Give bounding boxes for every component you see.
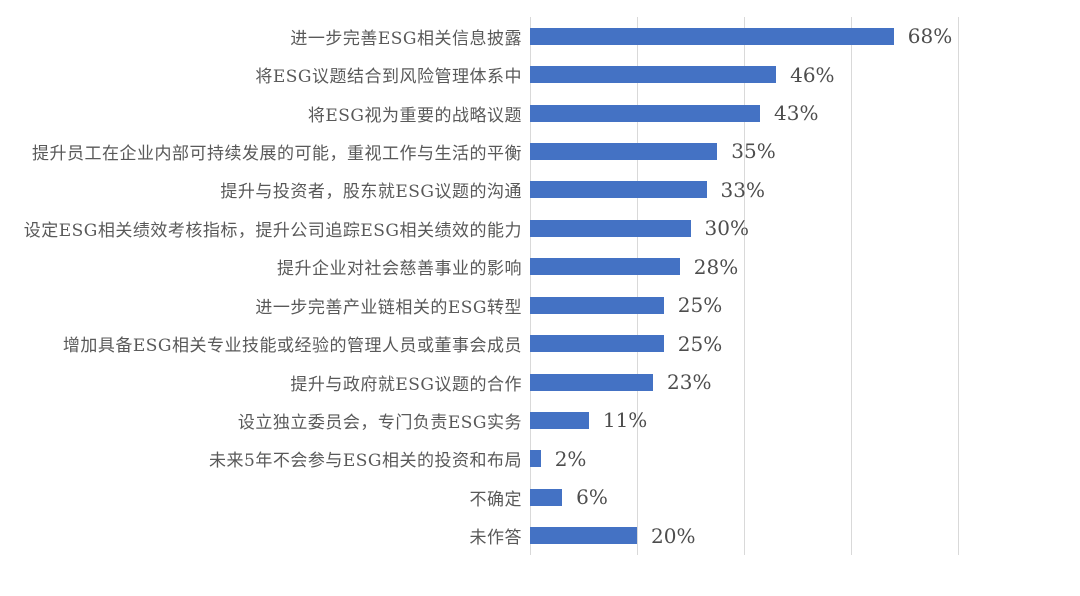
bar bbox=[530, 335, 664, 353]
chart-row: 不确定 6% bbox=[0, 478, 1080, 516]
category-label: 不确定 bbox=[469, 489, 522, 510]
bar bbox=[530, 66, 777, 84]
value-label: 35% bbox=[731, 139, 776, 164]
category-label: 提升企业对社会慈善事业的影响 bbox=[277, 259, 522, 280]
value-label: 23% bbox=[667, 370, 712, 394]
gridline-20-percent bbox=[637, 17, 638, 555]
bar bbox=[530, 411, 589, 429]
chart-rows: 进一步完善ESG相关信息披露 68% 将ESG议题结合到风险管理体系中 46% 将ESG… bbox=[0, 17, 1080, 555]
bar bbox=[530, 258, 680, 276]
chart-row: 设定ESG相关绩效考核指标，提升公司追踪ESG相关绩效的能力 30% bbox=[0, 209, 1080, 247]
value-label: 2% bbox=[554, 446, 587, 471]
category-label: 未来5年不会参与ESG相关的投资和布局 bbox=[209, 451, 522, 472]
category-label: 增加具备ESG相关专业技能或经验的管理人员或董事会成员 bbox=[62, 336, 522, 357]
bar-cell: 6% bbox=[530, 478, 1080, 516]
category-label: 设定ESG相关绩效考核指标，提升公司追踪ESG相关绩效的能力 bbox=[23, 220, 522, 241]
chart-row: 进一步完善ESG相关信息披露 68% bbox=[0, 17, 1080, 55]
bar-cell: 30% bbox=[530, 209, 1080, 247]
value-label: 20% bbox=[651, 523, 696, 548]
chart-row: 将ESG议题结合到风险管理体系中 46% bbox=[0, 55, 1080, 93]
gridline-60-percent bbox=[851, 17, 852, 555]
category-label: 将ESG视为重要的战略议题 bbox=[307, 105, 522, 126]
category-label: 将ESG议题结合到风险管理体系中 bbox=[255, 67, 522, 88]
gridline-80-percent bbox=[958, 17, 959, 555]
bar-cell: 23% bbox=[530, 363, 1080, 401]
value-label: 30% bbox=[704, 216, 749, 241]
chart-row: 进一步完善产业链相关的ESG转型 25% bbox=[0, 286, 1080, 324]
category-label: 进一步完善ESG相关信息披露 bbox=[290, 28, 522, 49]
bar-cell: 35% bbox=[530, 132, 1080, 170]
chart-row: 未作答 20% bbox=[0, 516, 1080, 554]
bar bbox=[530, 373, 654, 391]
value-label: 46% bbox=[790, 62, 835, 87]
bar-cell: 20% bbox=[530, 516, 1080, 554]
chart-row: 将ESG视为重要的战略议题 43% bbox=[0, 94, 1080, 132]
value-label: 68% bbox=[907, 24, 953, 49]
chart-row: 提升与投资者，股东就ESG议题的沟通 33% bbox=[0, 171, 1080, 209]
bar bbox=[530, 527, 637, 545]
bar bbox=[530, 450, 541, 468]
value-label: 11% bbox=[602, 408, 648, 433]
gridline-40-percent bbox=[744, 17, 745, 555]
bar bbox=[530, 142, 718, 160]
bar-cell: 68% bbox=[530, 17, 1080, 55]
chart-row: 设立独立委员会，专门负责ESG实务 11% bbox=[0, 401, 1080, 439]
chart-row: 提升企业对社会慈善事业的影响 28% bbox=[0, 248, 1080, 286]
value-label: 25% bbox=[677, 293, 723, 318]
plot-area-gridlines bbox=[530, 17, 959, 555]
y-axis-line bbox=[530, 17, 531, 555]
category-label: 进一步完善产业链相关的ESG转型 bbox=[255, 297, 522, 318]
bar bbox=[530, 181, 707, 199]
bar-cell: 33% bbox=[530, 171, 1080, 209]
value-label: 6% bbox=[576, 485, 608, 510]
bar-cell: 25% bbox=[530, 286, 1080, 324]
bar bbox=[530, 219, 691, 237]
value-label: 43% bbox=[774, 101, 819, 126]
bar-cell: 11% bbox=[530, 401, 1080, 439]
chart-row: 增加具备ESG相关专业技能或经验的管理人员或董事会成员 25% bbox=[0, 324, 1080, 362]
bar-cell: 46% bbox=[530, 55, 1080, 93]
value-label: 33% bbox=[720, 177, 765, 202]
category-label: 未作答 bbox=[469, 528, 522, 549]
bar-cell: 2% bbox=[530, 440, 1080, 478]
value-label: 28% bbox=[693, 254, 739, 279]
bar bbox=[530, 104, 761, 122]
bar-cell: 43% bbox=[530, 94, 1080, 132]
category-label: 提升与政府就ESG议题的合作 bbox=[290, 374, 522, 395]
bar bbox=[530, 27, 894, 45]
chart-row: 提升与政府就ESG议题的合作 23% bbox=[0, 363, 1080, 401]
bar-cell: 28% bbox=[530, 248, 1080, 286]
category-label: 提升员工在企业内部可持续发展的可能，重视工作与生活的平衡 bbox=[32, 143, 522, 164]
category-label: 提升与投资者，股东就ESG议题的沟通 bbox=[220, 182, 522, 203]
chart-row: 提升员工在企业内部可持续发展的可能，重视工作与生活的平衡 35% bbox=[0, 132, 1080, 170]
chart-row: 未来5年不会参与ESG相关的投资和布局 2% bbox=[0, 440, 1080, 478]
category-label: 设立独立委员会，专门负责ESG实务 bbox=[237, 412, 522, 433]
bar bbox=[530, 296, 664, 314]
bar bbox=[530, 488, 563, 506]
value-label: 25% bbox=[677, 331, 723, 356]
bar-cell: 25% bbox=[530, 324, 1080, 362]
